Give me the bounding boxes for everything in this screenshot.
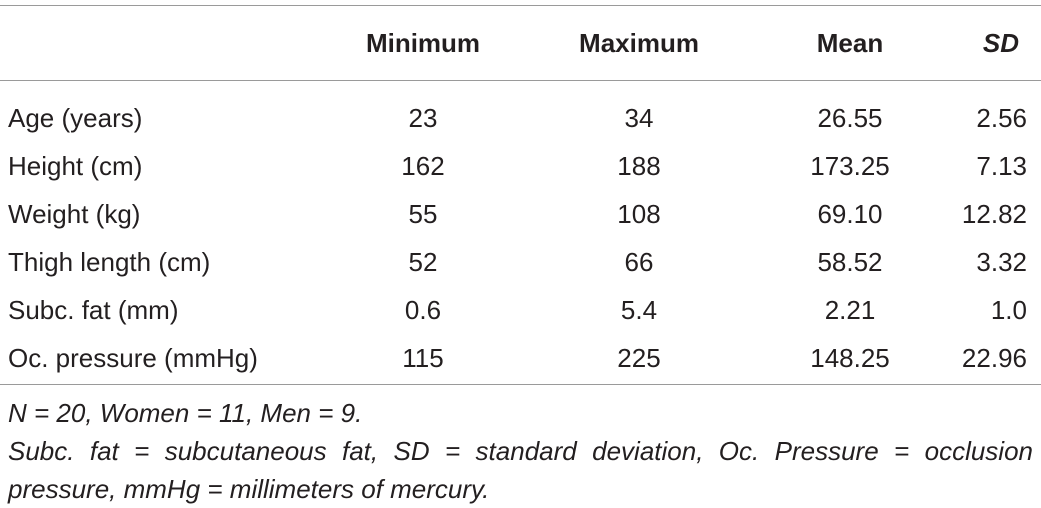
cell-sd: 12.82 — [961, 198, 1027, 229]
cell-mean: 148.25 — [810, 342, 890, 373]
row-label: Subc. fat (mm) — [8, 294, 179, 325]
table-row: Subc. fat (mm) 0.6 5.4 2.21 1.0 — [0, 286, 1041, 334]
cell-maximum: 34 — [624, 102, 654, 133]
cell-sd: 22.96 — [961, 342, 1027, 373]
cell-minimum: 55 — [408, 198, 438, 229]
cell-minimum: 23 — [408, 102, 438, 133]
footnote-sample: N = 20, Women = 11, Men = 9. — [8, 398, 363, 428]
cell-mean: 173.25 — [810, 150, 890, 181]
table-row: Thigh length (cm) 52 66 58.52 3.32 — [0, 238, 1041, 286]
header-row: Minimum Maximum Mean SD — [0, 6, 1041, 80]
cell-maximum: 66 — [624, 246, 654, 277]
row-label: Height (cm) — [8, 150, 143, 181]
table-footnotes: N = 20, Women = 11, Men = 9. Subc. fat =… — [8, 394, 1033, 508]
cell-mean: 69.10 — [817, 198, 883, 229]
cell-minimum: 162 — [401, 150, 445, 181]
cell-sd: 1.0 — [990, 294, 1027, 325]
table-row: Age (years) 23 34 26.55 2.56 — [0, 80, 1041, 142]
cell-mean: 58.52 — [817, 246, 883, 277]
row-label: Oc. pressure (mmHg) — [8, 342, 258, 373]
cell-minimum: 115 — [402, 342, 444, 373]
header-minimum: Minimum — [365, 27, 481, 58]
cell-maximum: 108 — [617, 198, 661, 229]
cell-maximum: 188 — [617, 150, 661, 181]
row-label: Age (years) — [8, 102, 143, 133]
cell-sd: 2.56 — [976, 102, 1027, 133]
table-row: Height (cm) 162 188 173.25 7.13 — [0, 142, 1041, 190]
header-blank — [0, 6, 318, 80]
cell-minimum: 0.6 — [404, 294, 442, 325]
row-label: Thigh length (cm) — [8, 246, 211, 277]
row-label: Weight (kg) — [8, 198, 141, 229]
cell-maximum: 5.4 — [620, 294, 658, 325]
table-row: Oc. pressure (mmHg) 115 225 148.25 22.96 — [0, 334, 1041, 382]
table-row: Weight (kg) 55 108 69.10 12.82 — [0, 190, 1041, 238]
header-maximum: Maximum — [579, 27, 699, 58]
cell-mean: 2.21 — [824, 294, 876, 325]
header-mean: Mean — [816, 27, 884, 58]
header-sd: SD — [982, 27, 1019, 58]
cell-mean: 26.55 — [817, 102, 883, 133]
bottom-rule — [0, 384, 1041, 385]
cell-minimum: 52 — [408, 246, 438, 277]
cell-sd: 3.32 — [976, 246, 1027, 277]
descriptive-stats-table: Minimum Maximum Mean SD Age (years) 23 3… — [0, 6, 1041, 382]
top-rule — [0, 5, 1041, 6]
header-rule — [0, 80, 1041, 81]
cell-maximum: 225 — [617, 342, 661, 373]
footnote-abbreviations: Subc. fat = subcutaneous fat, SD = stand… — [8, 436, 1033, 504]
cell-sd: 7.13 — [976, 150, 1027, 181]
